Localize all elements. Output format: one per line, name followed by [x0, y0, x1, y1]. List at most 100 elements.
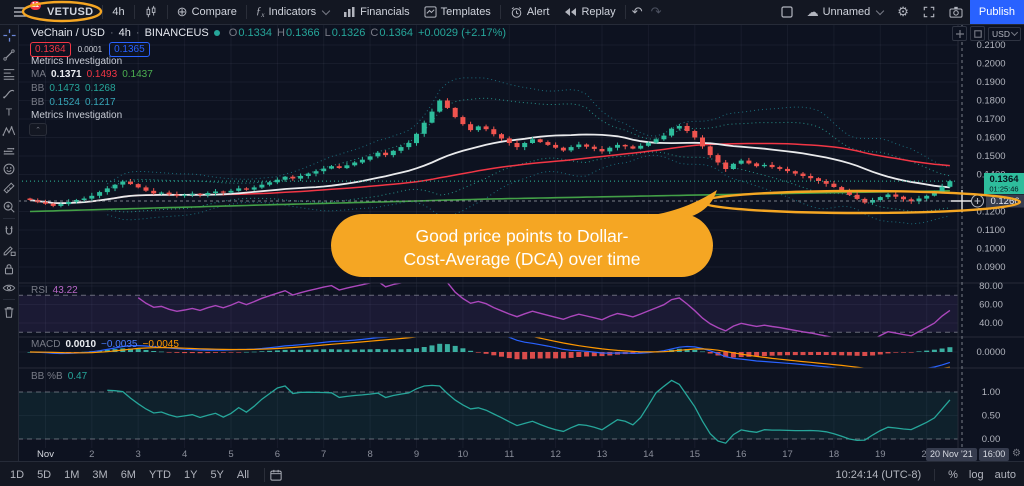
- hamburger-icon: [14, 7, 26, 17]
- price-panel: [18, 77, 958, 225]
- interval-button[interactable]: 4h: [105, 1, 131, 24]
- fullscreen-button[interactable]: [916, 1, 942, 24]
- legend-rsi[interactable]: RSI 43.22: [31, 285, 78, 296]
- range-1d[interactable]: 1D: [10, 468, 25, 481]
- price-axis[interactable]: 0.2100 0.2000 0.1900 0.1800 0.1700 0.1600 0.15…: [971, 40, 1024, 445]
- remove-drawings-button[interactable]: [0, 302, 18, 321]
- time-tick-label: 10: [457, 449, 469, 460]
- legend-bb-inner[interactable]: BB 0.1473 0.1268: [31, 83, 116, 94]
- magnet-tool-button[interactable]: [0, 221, 18, 240]
- replay-icon: [565, 8, 577, 16]
- alert-button[interactable]: Alert: [503, 1, 557, 24]
- macd-line-value: −0.0035: [101, 339, 138, 350]
- range-6m[interactable]: 6M: [120, 468, 136, 481]
- forecast-tool-button[interactable]: [0, 140, 18, 159]
- time-tick-label: 17: [782, 449, 793, 460]
- screenshot-button[interactable]: [942, 1, 970, 24]
- percent-scale-toggle[interactable]: %: [948, 468, 958, 481]
- chart-header[interactable]: VeChain / USD · 4h · BINANCEUS O 0.1334 H…: [31, 27, 507, 39]
- publish-button[interactable]: Publish: [969, 0, 1024, 24]
- legend-metrics-investigation-2[interactable]: Metrics Investigation: [31, 110, 123, 121]
- add-alert-plus-button[interactable]: [952, 26, 968, 41]
- price-tick-label: 0.1700: [976, 114, 1005, 125]
- legend-ma[interactable]: MA 0.1371 0.1493 0.1437: [31, 69, 153, 80]
- fib-retracement-tool-button[interactable]: [0, 64, 18, 83]
- layout-select-button[interactable]: [774, 1, 800, 24]
- main-menu-button[interactable]: 11: [0, 0, 41, 24]
- time-tick-label: 3: [135, 449, 141, 460]
- redo-button[interactable]: ↷: [647, 1, 666, 24]
- cloud-save-button[interactable]: ☁ Unnamed: [800, 1, 891, 24]
- change-value: +0.0029 (+2.17%): [417, 27, 507, 39]
- alert-clock-icon: [511, 6, 522, 18]
- eye-icon: [2, 284, 16, 291]
- bb1-upper: 0.1473: [49, 83, 80, 94]
- buy-button[interactable]: 0.1365: [109, 42, 150, 57]
- drawing-mode-tool-button[interactable]: [0, 240, 18, 259]
- time-tick-label: 5: [228, 449, 234, 460]
- divider: [624, 5, 626, 19]
- camera-icon: [949, 6, 963, 18]
- brush-tool-button[interactable]: [0, 83, 18, 102]
- bbp-tick-label: 0.00: [982, 434, 1001, 445]
- range-1m[interactable]: 1M: [64, 468, 80, 481]
- buy-sell-row: 0.1364 0.0001 0.1365: [30, 42, 150, 57]
- range-3m[interactable]: 3M: [92, 468, 108, 481]
- undo-button[interactable]: ↶: [628, 1, 647, 24]
- auto-scale-toggle[interactable]: auto: [994, 468, 1016, 481]
- currency-toggle[interactable]: USD: [988, 26, 1021, 41]
- crosshair-hour: 16:00: [978, 448, 1010, 461]
- market-status-dot: [213, 30, 220, 36]
- range-5y[interactable]: 5Y: [210, 468, 224, 481]
- macd-tick-label: 0.0000: [976, 347, 1005, 358]
- compare-button[interactable]: ⊕ Compare: [170, 1, 244, 24]
- trend-line-tool-button[interactable]: [0, 45, 18, 64]
- financials-button[interactable]: Financials: [336, 1, 417, 24]
- time-tick-label: 18: [828, 449, 840, 460]
- symbol-search-button[interactable]: VETUSD: [40, 1, 100, 24]
- divider: [264, 467, 266, 482]
- time-tick-label: 4: [181, 449, 188, 460]
- pattern-tool-button[interactable]: [0, 121, 18, 140]
- settings-button[interactable]: ⚙: [890, 1, 916, 24]
- range-ytd[interactable]: YTD: [148, 468, 171, 481]
- log-scale-toggle[interactable]: log: [968, 468, 984, 481]
- zoom-tool-button[interactable]: [0, 197, 18, 216]
- templates-button[interactable]: Templates: [417, 1, 498, 24]
- chart-canvas[interactable]: 0.2100 0.2000 0.1900 0.1800 0.1700 0.1600 0.15…: [18, 24, 1024, 448]
- notification-badge: 11: [29, 0, 41, 10]
- text-tool-button[interactable]: T: [0, 102, 18, 121]
- range-all[interactable]: All: [236, 468, 250, 481]
- range-1y[interactable]: 1Y: [183, 468, 198, 481]
- price-tick-label: 0.1000: [976, 244, 1005, 255]
- range-5d[interactable]: 5D: [37, 468, 52, 481]
- top-toolbar: 11 VETUSD 4h ⊕ Compare ƒx Indicators: [0, 0, 1024, 25]
- go-to-date-button[interactable]: [267, 465, 285, 484]
- measure-tool-button[interactable]: [0, 178, 18, 197]
- redo-icon: ↷: [650, 4, 662, 19]
- emoji-tool-button[interactable]: [0, 159, 18, 178]
- replay-button[interactable]: Replay: [556, 1, 622, 24]
- collapse-legend-button[interactable]: ⌃: [29, 123, 47, 136]
- legend-bb-outer[interactable]: BB 0.1524 0.1217: [31, 97, 116, 108]
- legend-metrics-investigation-1[interactable]: Metrics Investigation: [31, 56, 123, 67]
- crosshair-tool-button[interactable]: [0, 26, 18, 45]
- projection-icon: [3, 147, 15, 154]
- maximize-pane-button[interactable]: [970, 26, 986, 41]
- price-tick-label: 0.1200: [976, 207, 1005, 218]
- rsi-value: 43.22: [52, 285, 78, 296]
- indicators-button[interactable]: ƒx Indicators: [249, 1, 336, 24]
- sell-button[interactable]: 0.1364: [30, 42, 71, 57]
- hide-drawings-button[interactable]: [0, 278, 18, 297]
- legend-bbp[interactable]: BB %B 0.47: [31, 371, 88, 382]
- bb2-upper: 0.1524: [49, 97, 80, 108]
- time-axis-settings-gear-icon[interactable]: ⚙: [1012, 448, 1021, 459]
- lock-drawings-button[interactable]: [0, 259, 18, 278]
- fib-lines-icon: [3, 68, 15, 80]
- legend-macd[interactable]: MACD 0.0010 −0.0035 −0.0045: [31, 339, 179, 350]
- clock-label[interactable]: 10:24:14 (UTC-8): [835, 468, 922, 481]
- chart-style-button[interactable]: [137, 1, 165, 24]
- divider: [133, 5, 135, 19]
- divider: [499, 5, 501, 19]
